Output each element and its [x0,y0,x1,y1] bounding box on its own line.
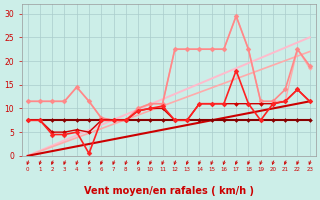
X-axis label: Vent moyen/en rafales ( km/h ): Vent moyen/en rafales ( km/h ) [84,186,254,196]
